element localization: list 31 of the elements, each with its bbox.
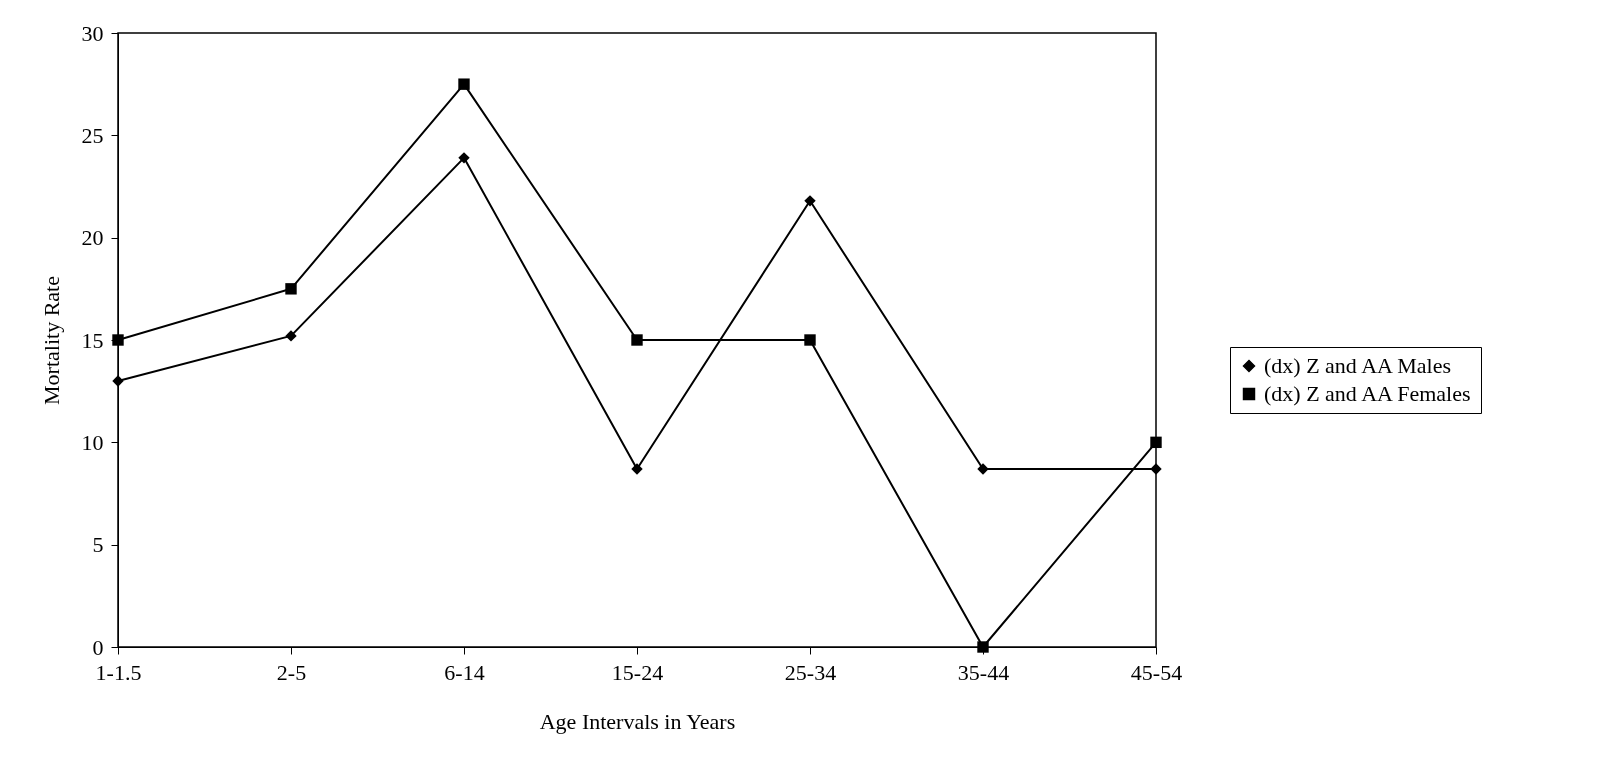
- point: [631, 334, 643, 346]
- x-tick-label: 15-24: [611, 659, 664, 685]
- point: [631, 463, 643, 475]
- x-tick-label: 1-1.5: [95, 659, 142, 685]
- x-tick-label: 35-44: [957, 659, 1010, 685]
- x-tick-label: 2-5: [276, 659, 307, 685]
- y-axis-title: Mortality Rate: [38, 276, 64, 405]
- point: [112, 375, 124, 387]
- x-tick-label: 45-54: [1130, 659, 1183, 685]
- point: [977, 463, 989, 475]
- y-tick-label: 10: [81, 429, 104, 455]
- y-tick-label: 5: [92, 532, 104, 558]
- y-tick-label: 30: [81, 20, 104, 46]
- point: [458, 78, 470, 90]
- point: [1150, 436, 1162, 449]
- point: [1150, 463, 1162, 475]
- y-tick-label: 0: [92, 634, 104, 660]
- point: [285, 330, 297, 342]
- y-tick-label: 25: [81, 122, 104, 148]
- point: [285, 283, 297, 295]
- legend-label: (dx) Z and AA Males: [1264, 353, 1451, 378]
- x-axis-title: Age Intervals in Years: [539, 708, 736, 734]
- x-tick-label: 25-34: [784, 659, 837, 685]
- point: [804, 195, 816, 207]
- y-tick-label: 20: [81, 225, 104, 251]
- point: [458, 152, 470, 164]
- y-tick-label: 15: [81, 327, 104, 353]
- point: [804, 334, 816, 346]
- legend-label: (dx) Z and AA Females: [1264, 381, 1471, 406]
- x-tick-label: 6-14: [444, 659, 485, 685]
- point: [977, 641, 989, 653]
